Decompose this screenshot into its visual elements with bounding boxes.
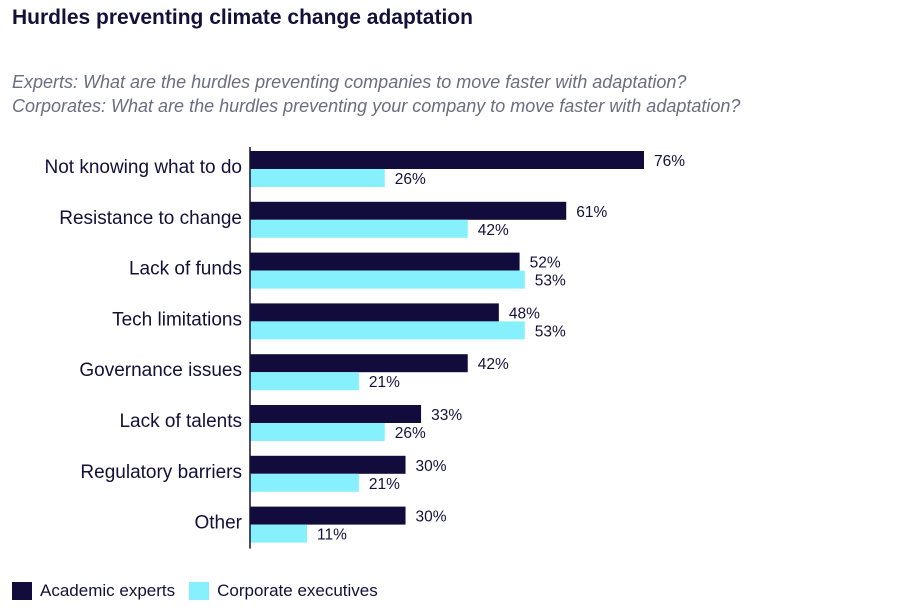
bar-academic-experts-tech-limitations [250,303,499,322]
bar-corporate-executives-governance-issues [250,372,359,391]
category-label-not-knowing-what-to-do: Not knowing what to do [44,157,242,178]
value-label-academic-experts-governance-issues: 42% [478,356,509,373]
value-label-corporate-executives-not-knowing-what-to-do: 26% [395,171,426,188]
category-label-resistance-to-change: Resistance to change [59,208,242,229]
bar-corporate-executives-lack-of-talents [250,423,385,441]
bar-academic-experts-lack-of-talents [250,405,422,423]
chart-title: Hurdles preventing climate change adapta… [12,6,473,29]
value-label-corporate-executives-regulatory-barriers: 21% [369,476,400,493]
category-label-regulatory-barriers: Regulatory barriers [80,462,242,483]
bar-academic-experts-not-knowing-what-to-do [250,151,644,169]
legend-swatch-corporate-executives [189,582,210,600]
bar-corporate-executives-resistance-to-change [250,219,468,238]
bar-academic-experts-other [250,506,406,525]
bar-academic-experts-regulatory-barriers [250,455,406,474]
value-label-academic-experts-regulatory-barriers: 30% [416,458,447,475]
bar-corporate-executives-tech-limitations [250,321,525,340]
value-label-academic-experts-resistance-to-change: 61% [576,204,607,221]
bar-corporate-executives-other [250,524,308,543]
category-label-lack-of-funds: Lack of funds [129,259,242,280]
value-label-corporate-executives-governance-issues: 21% [369,374,400,391]
value-label-corporate-executives-other: 11% [317,527,347,544]
bar-academic-experts-resistance-to-change [250,201,567,220]
value-label-corporate-executives-lack-of-funds: 53% [535,273,566,290]
value-label-academic-experts-other: 30% [416,509,447,526]
bar-academic-experts-governance-issues [250,354,468,373]
subtitle-corporates: Corporates: What are the hurdles prevent… [12,96,741,116]
category-label-governance-issues: Governance issues [79,360,242,381]
legend: Academic experts Corporate executives [12,581,392,601]
value-label-corporate-executives-lack-of-talents: 26% [395,425,426,442]
legend-item-academic-experts: Academic experts [12,581,175,601]
bar-corporate-executives-lack-of-funds [250,270,525,289]
legend-label-academic-experts: Academic experts [40,581,176,600]
value-label-academic-experts-lack-of-funds: 52% [530,255,561,272]
value-label-academic-experts-not-knowing-what-to-do: 76% [654,153,685,170]
legend-label-corporate-executives: Corporate executives [217,581,378,600]
value-label-academic-experts-tech-limitations: 48% [509,305,540,322]
legend-item-corporate-executives: Corporate executives [189,581,378,601]
bar-chart: Not knowing what to do 76% 26% Resistance t… [44,147,685,549]
bar-corporate-executives-regulatory-barriers [250,473,359,492]
category-label-other: Other [194,513,242,534]
category-label-lack-of-talents: Lack of talents [119,411,242,432]
subtitle-experts: Experts: What are the hurdles preventing… [12,72,687,92]
category-label-tech-limitations: Tech limitations [112,309,242,330]
value-label-academic-experts-lack-of-talents: 33% [431,407,462,424]
bar-academic-experts-lack-of-funds [250,252,520,271]
legend-swatch-academic-experts [12,582,32,600]
bar-corporate-executives-not-knowing-what-to-do [250,169,385,187]
value-label-corporate-executives-tech-limitations: 53% [535,323,566,340]
value-label-corporate-executives-resistance-to-change: 42% [478,222,509,239]
